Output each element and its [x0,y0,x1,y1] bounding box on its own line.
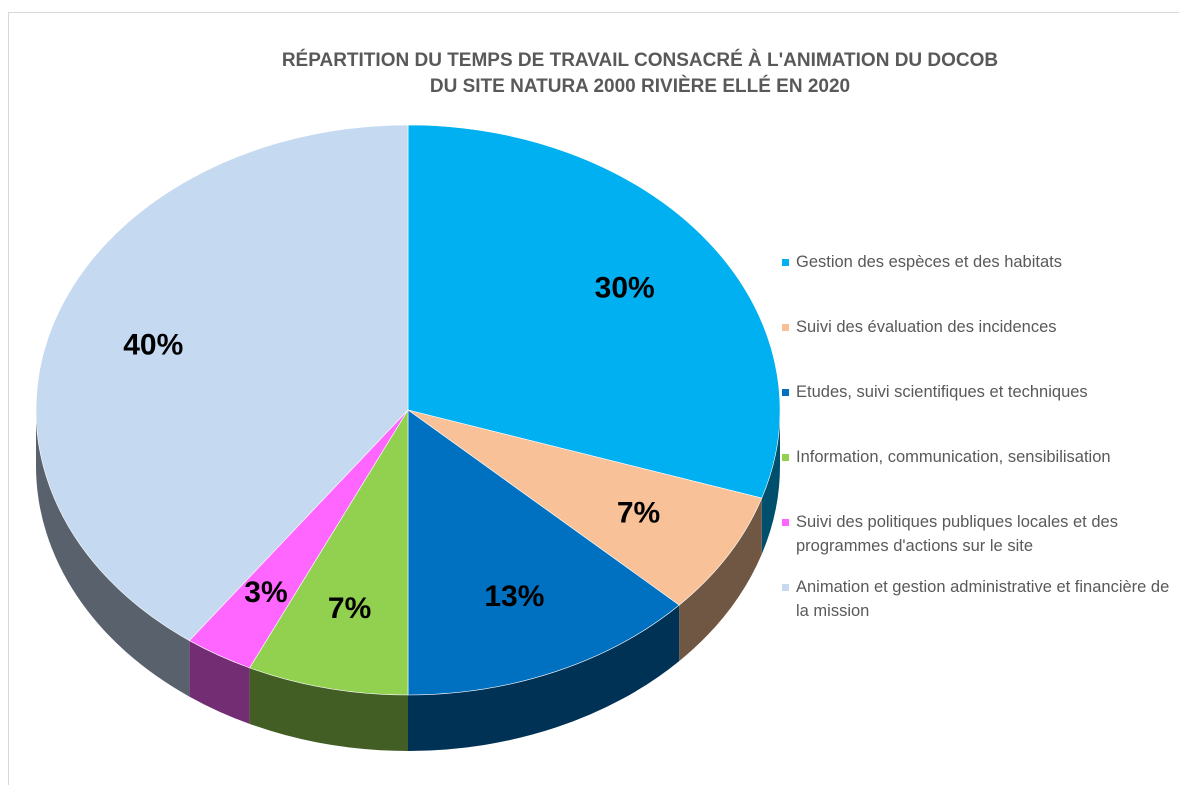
slice-side [408,605,680,751]
legend-item: Information, communication, sensibilisat… [780,445,1172,510]
legend-swatch [782,259,789,266]
legend-item: Suivi des évaluation des incidences [780,315,1172,380]
legend: Gestion des espèces et des habitats Suivi… [780,250,1172,640]
slice [35,124,409,641]
legend-label: Suivi des politiques publiques locales e… [796,513,1118,555]
slice-side [36,410,190,697]
slice [249,408,409,696]
slice-side [249,667,408,751]
value-label: 40% [123,329,183,362]
legend-swatch [782,454,789,461]
value-label: 3% [244,576,287,609]
legend-label: Suivi des évaluation des incidences [796,318,1057,336]
legend-swatch [782,584,789,591]
slice-side [679,498,762,662]
chart-frame [8,12,1179,785]
legend-label: Gestion des espèces et des habitats [796,253,1062,271]
legend-item: Etudes, suivi scientifiques et technique… [780,380,1172,445]
legend-label: Etudes, suivi scientifiques et technique… [796,383,1088,401]
legend-item: Gestion des espèces et des habitats [780,250,1172,315]
legend-label: Animation et gestion administrative et f… [796,578,1170,620]
value-label: 7% [617,496,660,529]
slice [407,124,781,499]
legend-label: Information, communication, sensibilisat… [796,448,1111,466]
legend-swatch [782,519,789,526]
chart-title: DU SITE NATURA 2000 RIVIÈRE ELLÉ EN 2020 [430,75,850,97]
legend-swatch [782,389,789,396]
value-label: 13% [484,580,544,613]
slice-side [761,410,780,555]
value-label: 7% [328,592,371,625]
value-label: 30% [595,271,655,304]
slice [407,409,680,696]
legend-swatch [782,324,789,331]
legend-item: Animation et gestion administrative et f… [780,575,1172,640]
slice [407,409,763,606]
legend-item: Suivi des politiques publiques locales e… [780,510,1172,575]
chart-title: RÉPARTITION DU TEMPS DE TRAVAIL CONSACRÉ… [282,49,998,71]
slice-side [189,640,250,724]
